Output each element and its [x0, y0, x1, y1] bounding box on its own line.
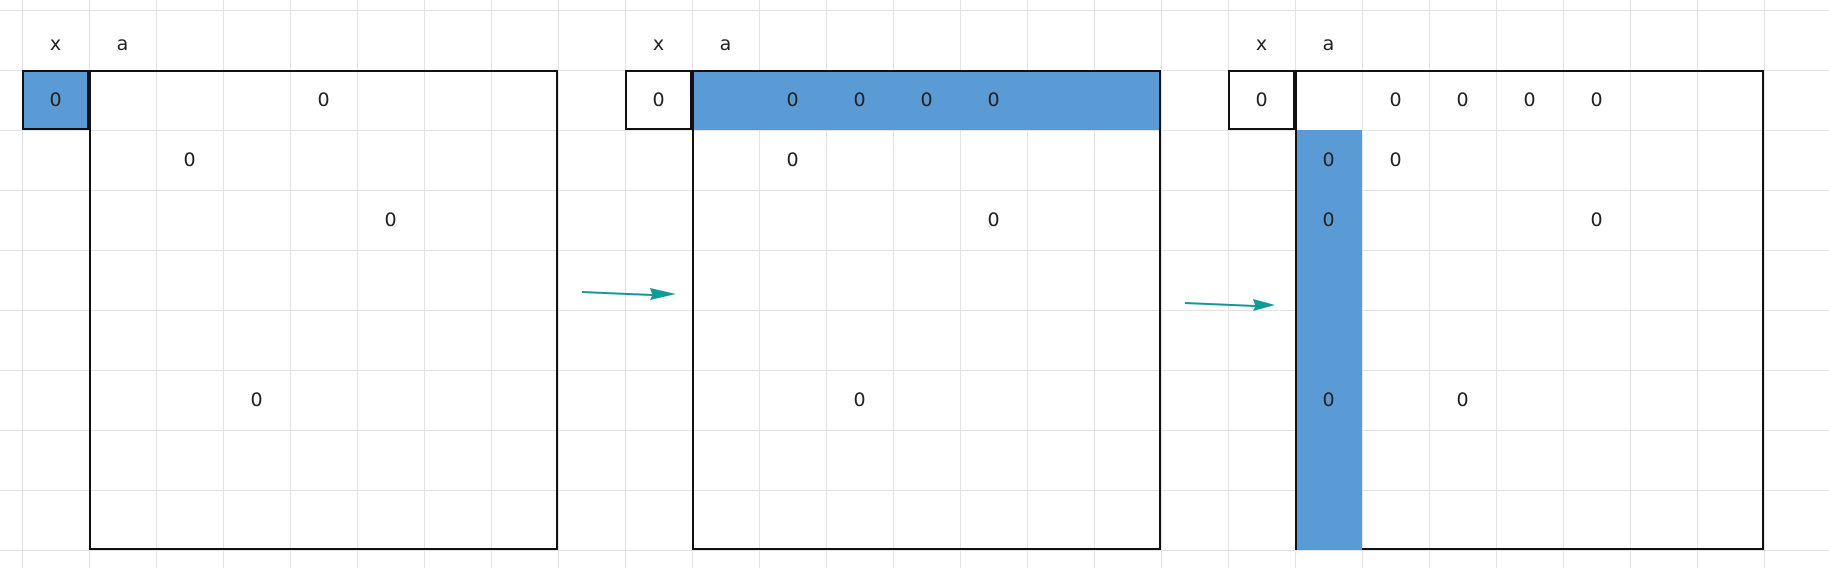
x-header: x [1255, 33, 1268, 55]
matrix-a: 0 0 0 0 0 0 0 [692, 70, 1161, 550]
matrix-zero: 0 [920, 89, 933, 111]
matrix-zero: 0 [853, 389, 866, 411]
matrix-zero: 0 [183, 149, 196, 171]
matrix-zero: 0 [987, 89, 1000, 111]
a-header: a [719, 33, 732, 55]
matrix-zero: 0 [1456, 89, 1469, 111]
matrix-zero: 0 [1389, 89, 1402, 111]
panel-step-1: x a 0 0 0 0 0 [22, 0, 602, 568]
matrix-a: 0 0 0 0 0 0 0 0 0 0 [1295, 70, 1764, 550]
highlight-first-row [694, 72, 1159, 130]
matrix-zero: 0 [250, 389, 263, 411]
matrix-zero: 0 [786, 149, 799, 171]
matrix-zero: 0 [384, 209, 397, 231]
matrix-zero: 0 [317, 89, 330, 111]
x-cell: 0 [625, 70, 692, 130]
x-header: x [49, 33, 62, 55]
matrix-zero: 0 [1389, 149, 1402, 171]
matrix-zero: 0 [1456, 389, 1469, 411]
matrix-zero: 0 [1322, 149, 1335, 171]
matrix-zero: 0 [1322, 389, 1335, 411]
a-header: a [1322, 33, 1335, 55]
matrix-zero: 0 [1590, 89, 1603, 111]
x-cell: 0 [1228, 70, 1295, 130]
matrix-zero: 0 [987, 209, 1000, 231]
x-header: x [652, 33, 665, 55]
right-arrow-icon [1185, 299, 1275, 311]
matrix-zero: 0 [1322, 209, 1335, 231]
panel-step-3: x a 0 0 0 0 0 0 0 0 0 0 0 [1228, 0, 1808, 568]
highlight-first-column [1297, 130, 1362, 550]
matrix-zero: 0 [1590, 209, 1603, 231]
panel-step-2: x a 0 0 0 0 0 0 0 0 [625, 0, 1205, 568]
a-header: a [116, 33, 129, 55]
right-arrow-icon [582, 288, 676, 300]
matrix-zero: 0 [1523, 89, 1536, 111]
matrix-a: 0 0 0 0 [89, 70, 558, 550]
matrix-zero: 0 [786, 89, 799, 111]
matrix-zero: 0 [853, 89, 866, 111]
x-cell: 0 [22, 70, 89, 130]
